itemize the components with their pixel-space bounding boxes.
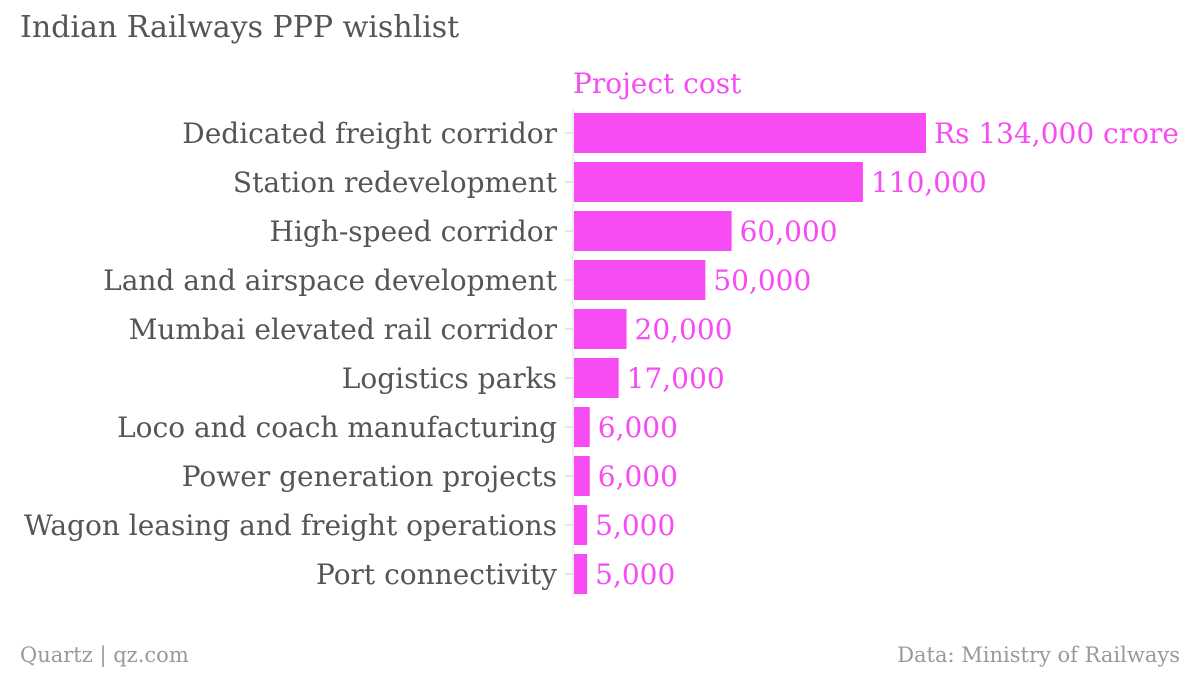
data-label: 110,000: [871, 166, 987, 199]
category-label: Land and airspace development: [103, 264, 558, 297]
data-label: 5,000: [595, 509, 675, 542]
bar: [574, 309, 627, 349]
bar: [574, 407, 590, 447]
footer-credit: Data: Ministry of Railways: [897, 643, 1180, 667]
category-label: Station redevelopment: [233, 166, 558, 199]
category-label: Logistics parks: [342, 362, 557, 395]
data-label: Rs 134,000 crore: [934, 117, 1179, 150]
data-label: 17,000: [627, 362, 725, 395]
data-label: 6,000: [598, 411, 678, 444]
category-label: Wagon leasing and freight operations: [24, 509, 557, 542]
data-label: 20,000: [635, 313, 733, 346]
bar: [574, 162, 863, 202]
category-label: Loco and coach manufacturing: [117, 411, 557, 444]
data-label: 6,000: [598, 460, 678, 493]
category-label: Mumbai elevated rail corridor: [129, 313, 558, 346]
data-label: 60,000: [740, 215, 838, 248]
chart-title: Indian Railways PPP wishlist: [20, 10, 460, 45]
bar: [574, 554, 588, 594]
category-label: High-speed corridor: [270, 215, 558, 248]
bar: [574, 456, 590, 496]
bar: [574, 113, 926, 153]
bar: [574, 505, 588, 545]
footer-source: Quartz | qz.com: [20, 643, 189, 667]
category-label: Power generation projects: [182, 460, 557, 493]
category-label: Port connectivity: [316, 558, 557, 591]
category-label: Dedicated freight corridor: [182, 117, 557, 150]
data-label: 50,000: [713, 264, 811, 297]
series-label: Project cost: [573, 67, 742, 100]
bar: [574, 211, 732, 251]
bar: [574, 260, 706, 300]
bar: [574, 358, 619, 398]
data-label: 5,000: [595, 558, 675, 591]
